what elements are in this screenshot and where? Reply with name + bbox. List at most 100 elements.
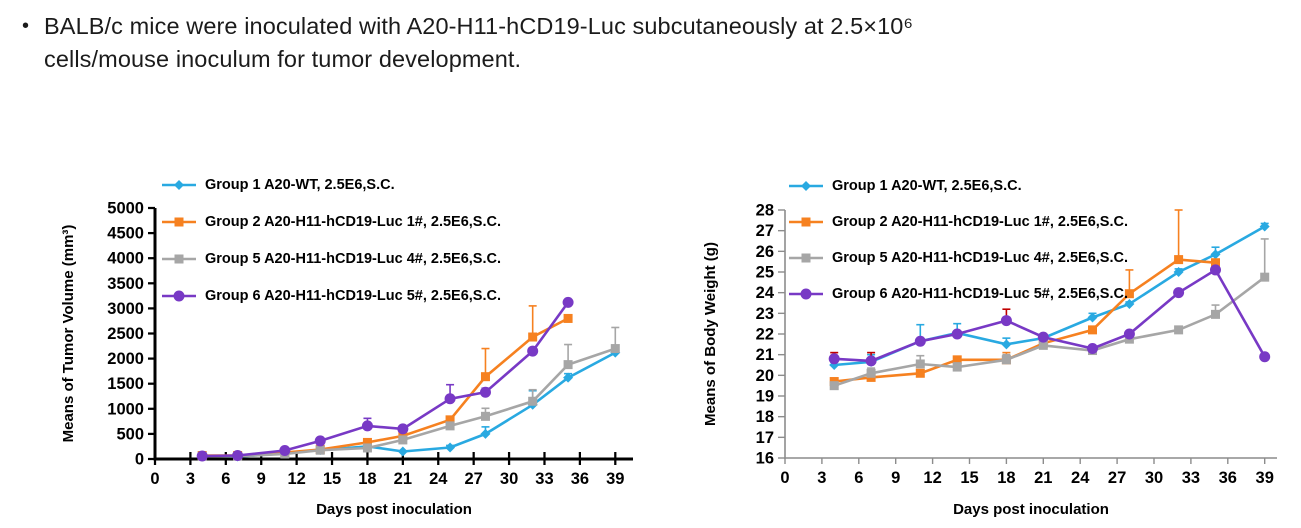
marker-square: [174, 254, 184, 263]
marker-square: [445, 415, 455, 425]
marker-diamond: [1001, 339, 1012, 350]
x-tick-label: 6: [854, 469, 863, 487]
x-tick-label: 21: [394, 470, 412, 488]
tumor-volume-chart: 0 500 1000 1500 2000 2500 3000 3500 4000 4500 5000…: [58, 168, 638, 523]
y-tick-label: 26: [756, 243, 774, 261]
legend: Group 1 A20-WT, 2.5E6,S.C. Group 2 A20-H1…: [788, 168, 1128, 312]
x-tick-label: 39: [606, 470, 624, 488]
x-tick-label: 30: [1145, 469, 1163, 487]
y-tick-label: 21: [756, 346, 774, 364]
bullet-point: • BALB/c mice were inoculated with A20-H…: [22, 10, 1187, 76]
bullet-glyph: •: [22, 15, 30, 37]
marker-diamond: [480, 428, 491, 439]
x-tick-label: 12: [923, 469, 941, 487]
marker-circle: [1259, 351, 1271, 363]
marker-square: [1174, 255, 1184, 265]
x-tick-label: 27: [1108, 469, 1126, 487]
legend-circle-icon: [789, 288, 823, 300]
marker-square: [801, 253, 811, 263]
x-tick-label: 15: [960, 469, 978, 487]
marker-circle: [173, 290, 185, 301]
legend-square-icon: [162, 217, 196, 226]
marker-circle: [914, 335, 926, 347]
marker-circle: [828, 353, 840, 365]
marker-circle: [444, 393, 456, 405]
y-tick-label: 24: [756, 284, 775, 302]
marker-diamond: [445, 442, 456, 453]
legend-label: Group 2 A20-H11-hCD19-Luc 1#, 2.5E6,S.C.: [205, 213, 502, 230]
legend-label: Group 1 A20-WT, 2.5E6,S.C.: [832, 178, 1022, 194]
y-tick-label: 23: [756, 305, 774, 323]
marker-square: [398, 435, 408, 445]
marker-circle: [479, 386, 491, 398]
marker-square: [1001, 355, 1011, 365]
body-weight-chart: 16 17 18 19 20 21 22 23 24 25 26 27 28 0 3 6 9 12 15 18 21 24…: [700, 168, 1290, 523]
marker-square: [480, 372, 490, 382]
marker-square: [866, 368, 876, 378]
y-tick-label: 20: [756, 367, 774, 385]
x-tick-label: 18: [997, 469, 1015, 487]
y-tick-label: 27: [756, 222, 774, 240]
x-tick-label: 36: [1219, 469, 1237, 487]
marker-circle: [800, 288, 812, 300]
marker-square: [952, 362, 962, 372]
y-tick-label: 500: [116, 425, 144, 443]
marker-square: [610, 344, 620, 354]
marker-circle: [1000, 315, 1012, 327]
legend-item: Group 5 A20-H11-hCD19-Luc 4#, 2.5E6,S.C.: [788, 240, 1128, 276]
marker-circle: [1037, 331, 1049, 343]
legend-label: Group 2 A20-H11-hCD19-Luc 1#, 2.5E6,S.C.: [832, 214, 1129, 230]
legend: Group 1 A20-WT, 2.5E6,S.C. Group 2 A20-H1…: [161, 166, 501, 314]
y-axis-label: Means of Body Weight (g): [702, 242, 719, 426]
x-tick-label: 9: [891, 469, 900, 487]
legend-item: Group 1 A20-WT, 2.5E6,S.C.: [161, 166, 501, 203]
legend-label: Group 5 A20-H11-hCD19-Luc 4#, 2.5E6,S.C.: [832, 250, 1129, 266]
legend-item: Group 5 A20-H11-hCD19-Luc 4#, 2.5E6,S.C.: [161, 240, 501, 277]
x-tick-label: 30: [500, 470, 518, 488]
series-line: [202, 347, 616, 458]
y-tick-label: 5000: [107, 200, 144, 218]
y-tick-label: 2000: [107, 350, 144, 368]
legend-label: Group 6 A20-H11-hCD19-Luc 5#, 2.5E6,S.C.: [205, 287, 502, 304]
legend-label: Group 6 A20-H11-hCD19-Luc 5#, 2.5E6,S.C.: [832, 286, 1129, 302]
x-tick-label: 3: [186, 470, 195, 488]
x-tick-label: 18: [358, 470, 376, 488]
marker-diamond: [1173, 267, 1184, 277]
marker-square: [1260, 272, 1270, 282]
y-tick-label: 0: [135, 451, 144, 469]
marker-circle: [951, 328, 963, 340]
y-tick-label: 4500: [107, 225, 144, 243]
x-tick-label: 39: [1256, 469, 1274, 487]
legend-item: Group 6 A20-H11-hCD19-Luc 5#, 2.5E6,S.C.: [788, 276, 1128, 312]
x-tick-label: 9: [257, 470, 266, 488]
x-tick-label: 3: [817, 469, 826, 487]
marker-circle: [1087, 342, 1098, 354]
y-tick-label: 1000: [107, 400, 144, 418]
marker-circle: [562, 296, 574, 308]
marker-square: [362, 437, 372, 447]
x-axis-label: Days post inoculation: [316, 501, 472, 518]
marker-diamond: [1259, 221, 1270, 232]
legend-label: Group 1 A20-WT, 2.5E6,S.C.: [205, 176, 395, 193]
x-tick-label: 33: [1182, 469, 1200, 487]
marker-square: [1038, 340, 1048, 350]
marker-square: [915, 359, 925, 369]
legend-diamond-icon: [789, 181, 823, 191]
marker-circle: [1123, 328, 1135, 340]
legend-diamond-icon: [162, 179, 196, 190]
marker-square: [563, 313, 573, 323]
marker-diamond: [1210, 249, 1221, 260]
marker-circle: [232, 449, 244, 461]
marker-square: [528, 396, 538, 406]
y-tick-label: 1500: [107, 375, 144, 393]
marker-diamond: [563, 372, 574, 383]
x-tick-label: 0: [780, 469, 789, 487]
marker-diamond: [801, 181, 811, 191]
marker-circle: [196, 450, 208, 462]
marker-square: [952, 355, 962, 365]
y-tick-label: 18: [756, 408, 774, 426]
marker-diamond: [1087, 312, 1098, 323]
y-tick-label: 2500: [107, 325, 144, 343]
x-tick-label: 24: [429, 470, 448, 488]
